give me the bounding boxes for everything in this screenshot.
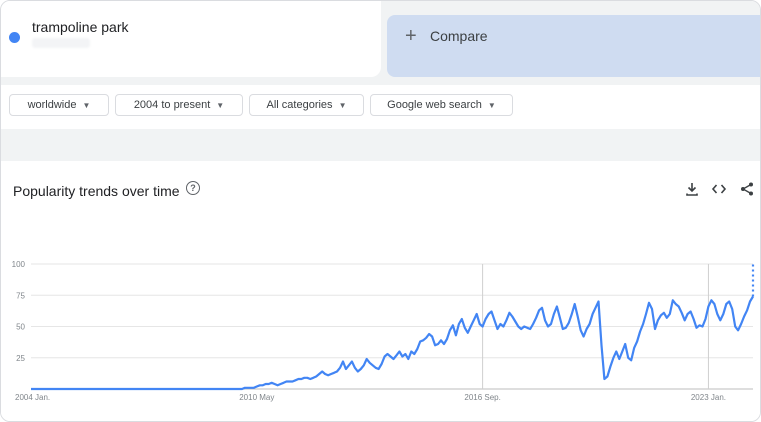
search-term-label: trampoline park — [32, 19, 129, 35]
category-value: All categories — [266, 99, 333, 111]
x-tick-label: 2010 May — [239, 393, 274, 402]
x-tick-label: 2016 Sep. — [464, 393, 500, 402]
plus-icon: + — [405, 25, 417, 47]
caret-down-icon: ▼ — [216, 100, 225, 110]
x-tick-label: 2023 Jan. — [691, 393, 726, 402]
share-icon[interactable] — [739, 181, 755, 197]
help-icon[interactable]: ? — [186, 181, 200, 195]
x-tick-label: 2004 Jan. — [15, 393, 50, 402]
series-line-trampoline-park — [31, 295, 754, 391]
y-tick-label: 75 — [16, 291, 25, 300]
search-property-dropdown[interactable]: Google web search ▼ — [370, 94, 513, 116]
caret-down-icon: ▼ — [487, 100, 496, 110]
region-value: worldwide — [27, 99, 77, 111]
download-icon[interactable] — [684, 181, 700, 197]
caret-down-icon: ▼ — [338, 100, 347, 110]
chart-title: Popularity trends over time — [13, 183, 180, 199]
search-term-type-blurred — [32, 38, 90, 48]
chart-card: Popularity trends over time ? — [1, 161, 760, 421]
time-range-dropdown[interactable]: 2004 to present ▼ — [115, 94, 243, 116]
y-tick-label: 100 — [12, 260, 26, 269]
search-property-value: Google web search — [387, 99, 482, 111]
time-range-value: 2004 to present — [133, 99, 211, 111]
embed-icon[interactable] — [711, 181, 727, 197]
caret-down-icon: ▼ — [82, 100, 91, 110]
x-axis-ticks: 2004 Jan. 2010 May 2016 Sep. 2023 Jan. — [15, 393, 726, 402]
region-dropdown[interactable]: worldwide ▼ — [9, 94, 109, 116]
y-tick-label: 25 — [16, 354, 25, 363]
chart-grid — [31, 263, 753, 390]
y-axis-ticks: 100 75 50 25 — [12, 260, 26, 363]
series-layer — [31, 264, 755, 391]
series-color-dot — [9, 32, 20, 43]
category-dropdown[interactable]: All categories ▼ — [249, 94, 364, 116]
filter-bar: worldwide ▼ 2004 to present ▼ All catego… — [1, 85, 760, 129]
compare-button[interactable]: + Compare — [387, 15, 760, 77]
search-term-card[interactable]: trampoline park — [1, 1, 381, 77]
y-tick-label: 50 — [16, 323, 25, 332]
compare-label: Compare — [430, 28, 488, 44]
